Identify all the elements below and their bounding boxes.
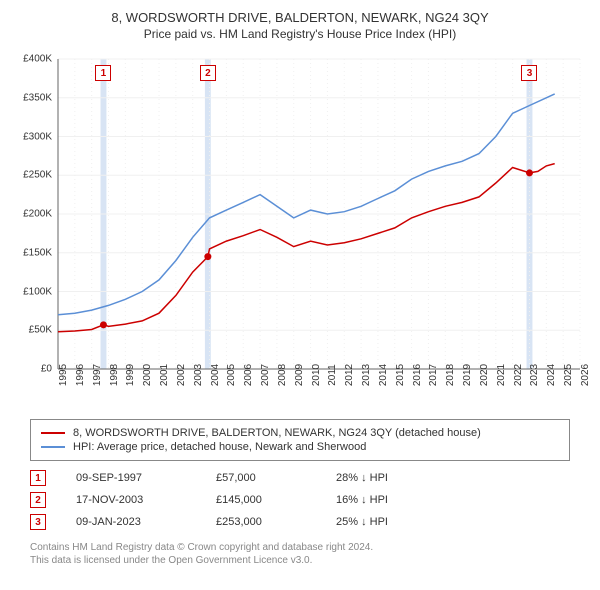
legend-swatch bbox=[41, 432, 65, 434]
chart-container: 8, WORDSWORTH DRIVE, BALDERTON, NEWARK, … bbox=[0, 0, 600, 577]
sale-date: 09-SEP-1997 bbox=[76, 472, 186, 484]
legend-item: 8, WORDSWORTH DRIVE, BALDERTON, NEWARK, … bbox=[41, 426, 559, 440]
y-tick-label: £350K bbox=[23, 92, 52, 103]
y-tick-label: £200K bbox=[23, 209, 52, 220]
sale-row-marker: 3 bbox=[30, 514, 46, 530]
footer-line-1: Contains HM Land Registry data © Crown c… bbox=[30, 541, 590, 554]
sale-date: 17-NOV-2003 bbox=[76, 494, 186, 506]
footer-line-2: This data is licensed under the Open Gov… bbox=[30, 554, 590, 567]
line-chart bbox=[10, 49, 590, 409]
sale-date: 09-JAN-2023 bbox=[76, 516, 186, 528]
sale-row: 2 17-NOV-2003 £145,000 16% ↓ HPI bbox=[30, 489, 590, 511]
sale-row-marker: 2 bbox=[30, 492, 46, 508]
sale-row: 3 09-JAN-2023 £253,000 25% ↓ HPI bbox=[30, 511, 590, 533]
sale-pct-vs-hpi: 28% ↓ HPI bbox=[336, 472, 436, 484]
sale-marker-badge: 3 bbox=[521, 65, 537, 81]
y-tick-label: £50K bbox=[29, 325, 52, 336]
y-tick-label: £300K bbox=[23, 131, 52, 142]
legend: 8, WORDSWORTH DRIVE, BALDERTON, NEWARK, … bbox=[30, 419, 570, 461]
sale-price: £57,000 bbox=[216, 472, 306, 484]
title-subtitle: Price paid vs. HM Land Registry's House … bbox=[10, 27, 590, 41]
sale-marker-badge: 1 bbox=[95, 65, 111, 81]
y-tick-label: £0 bbox=[41, 364, 52, 375]
sale-marker-badge: 2 bbox=[200, 65, 216, 81]
sale-row: 1 09-SEP-1997 £57,000 28% ↓ HPI bbox=[30, 467, 590, 489]
y-tick-label: £150K bbox=[23, 247, 52, 258]
footer-attribution: Contains HM Land Registry data © Crown c… bbox=[30, 541, 590, 567]
sale-pct-vs-hpi: 25% ↓ HPI bbox=[336, 516, 436, 528]
y-tick-label: £250K bbox=[23, 170, 52, 181]
y-tick-label: £400K bbox=[23, 54, 52, 65]
y-tick-label: £100K bbox=[23, 286, 52, 297]
sales-table: 1 09-SEP-1997 £57,000 28% ↓ HPI 2 17-NOV-2003… bbox=[30, 467, 590, 533]
legend-item: HPI: Average price, detached house, Newa… bbox=[41, 440, 559, 454]
sale-price: £253,000 bbox=[216, 516, 306, 528]
x-tick-label: 2026 bbox=[580, 364, 600, 386]
legend-label: HPI: Average price, detached house, Newa… bbox=[73, 441, 366, 453]
sale-price: £145,000 bbox=[216, 494, 306, 506]
legend-swatch bbox=[41, 446, 65, 448]
title-address: 8, WORDSWORTH DRIVE, BALDERTON, NEWARK, … bbox=[10, 10, 590, 25]
legend-label: 8, WORDSWORTH DRIVE, BALDERTON, NEWARK, … bbox=[73, 427, 481, 439]
sale-row-marker: 1 bbox=[30, 470, 46, 486]
sale-pct-vs-hpi: 16% ↓ HPI bbox=[336, 494, 436, 506]
chart-area: £0 £50K £100K £150K £200K £250K £300K £350K £400… bbox=[10, 49, 590, 409]
